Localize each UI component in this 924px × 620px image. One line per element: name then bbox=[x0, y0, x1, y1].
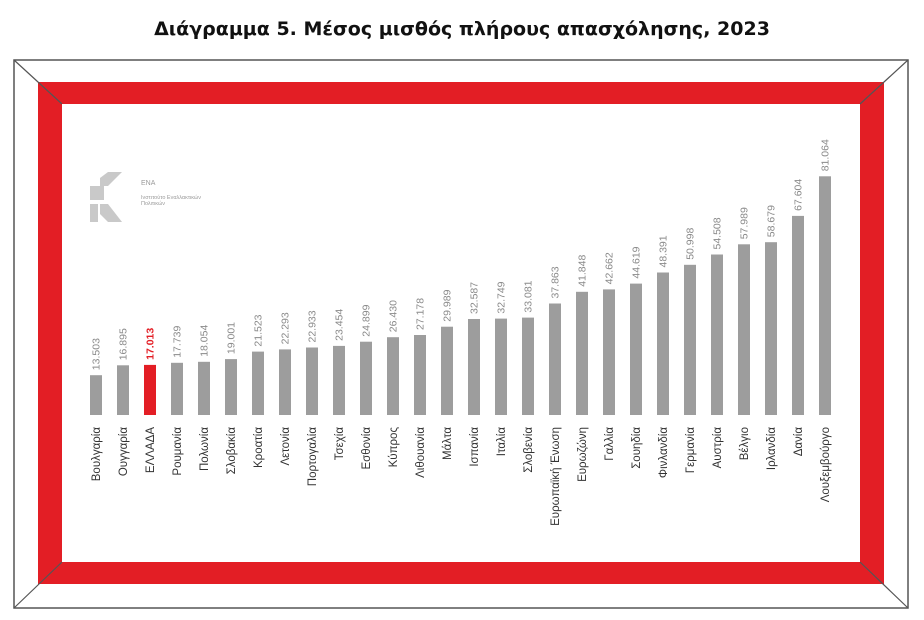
value-label-13: 27.178 bbox=[415, 298, 427, 330]
category-label-2: Ουγγαρία bbox=[118, 427, 130, 476]
category-label-27: Δανία bbox=[793, 427, 805, 457]
bar-15 bbox=[468, 319, 480, 415]
value-label-5: 18.054 bbox=[199, 325, 211, 357]
category-label-3: ΕΛΛΑΔΑ bbox=[145, 427, 157, 473]
bar-14 bbox=[441, 326, 453, 415]
category-label-8: Λετονία bbox=[280, 427, 292, 466]
category-label-6: Σλοβακία bbox=[226, 427, 238, 475]
category-label-9: Πορτογαλία bbox=[307, 427, 319, 487]
value-label-22: 48.391 bbox=[658, 235, 670, 267]
bar-13 bbox=[414, 335, 426, 415]
value-label-23: 50.998 bbox=[685, 228, 697, 260]
category-label-16: Ιταλία bbox=[496, 427, 508, 457]
bar-1 bbox=[90, 375, 102, 415]
value-label-11: 24.899 bbox=[361, 304, 373, 336]
corner-line-tr bbox=[859, 59, 909, 105]
bar-19 bbox=[576, 291, 588, 415]
category-label-13: Λιθουανία bbox=[415, 427, 427, 478]
bar-26 bbox=[765, 242, 777, 415]
corner-line-br bbox=[859, 561, 909, 609]
value-label-6: 19.001 bbox=[226, 322, 238, 354]
value-label-10: 23.454 bbox=[334, 309, 346, 341]
bar-11 bbox=[360, 341, 372, 415]
bar-7 bbox=[252, 351, 264, 415]
category-label-19: Ευρωζώνη bbox=[577, 427, 589, 482]
category-label-28: Λουξεμβούργο bbox=[820, 427, 832, 502]
bar-4 bbox=[171, 362, 183, 415]
value-label-3: 17.013 bbox=[145, 328, 157, 360]
bar-25 bbox=[738, 244, 750, 415]
bar-8 bbox=[279, 349, 291, 415]
category-label-4: Ρουμανία bbox=[172, 427, 184, 476]
category-label-24: Αυστρία bbox=[712, 427, 724, 469]
category-label-14: Μάλτα bbox=[442, 427, 454, 460]
bar-16 bbox=[495, 318, 507, 415]
value-label-21: 44.619 bbox=[631, 246, 643, 278]
bar-3 bbox=[144, 364, 156, 415]
category-label-18: Ευρωπαϊκή Ένωση bbox=[550, 427, 562, 526]
bar-27 bbox=[792, 215, 804, 415]
value-label-26: 58.679 bbox=[766, 205, 778, 237]
value-label-24: 54.508 bbox=[712, 217, 724, 249]
value-label-2: 16.895 bbox=[118, 328, 130, 360]
category-label-20: Γαλλία bbox=[604, 427, 616, 461]
category-label-10: Τσεχία bbox=[334, 427, 346, 461]
value-label-4: 17.739 bbox=[172, 326, 184, 358]
category-label-5: Πολωνία bbox=[199, 427, 211, 471]
category-label-1: Βουλγαρία bbox=[91, 427, 103, 482]
bar-24 bbox=[711, 254, 723, 415]
corner-line-bl bbox=[13, 561, 63, 609]
category-label-7: Κροατία bbox=[253, 427, 265, 468]
bar-10 bbox=[333, 345, 345, 415]
category-label-25: Βέλγιο bbox=[739, 427, 751, 460]
category-label-15: Ισπανία bbox=[469, 427, 481, 467]
bar-5 bbox=[198, 361, 210, 415]
bar-28 bbox=[819, 176, 831, 415]
category-label-12: Κύπρος bbox=[388, 427, 400, 468]
logo-subtitle: Ινστιτούτο Εναλλακτικών Πολιτικών bbox=[141, 195, 201, 207]
value-label-16: 32.749 bbox=[496, 281, 508, 313]
value-label-17: 33.081 bbox=[523, 280, 535, 312]
bar-2 bbox=[117, 365, 129, 415]
chart-panel bbox=[62, 104, 860, 562]
value-label-1: 13.503 bbox=[91, 338, 103, 370]
bar-6 bbox=[225, 359, 237, 415]
bar-12 bbox=[387, 337, 399, 415]
chart-title: Διάγραμμα 5. Μέσος μισθός πλήρους απασχό… bbox=[154, 18, 770, 40]
ena-logo-icon bbox=[90, 172, 122, 222]
logo-name: ΕΝΑ bbox=[141, 180, 156, 187]
value-label-27: 67.604 bbox=[793, 179, 805, 211]
category-label-11: Εσθονία bbox=[361, 427, 373, 470]
bar-17 bbox=[522, 317, 534, 415]
category-label-26: Ιρλανδία bbox=[766, 427, 778, 470]
value-label-28: 81.064 bbox=[820, 139, 832, 171]
value-label-7: 21.523 bbox=[253, 314, 265, 346]
bar-9 bbox=[306, 347, 318, 415]
bar-23 bbox=[684, 264, 696, 415]
value-label-19: 41.848 bbox=[577, 255, 589, 287]
category-label-21: Σουηδία bbox=[631, 427, 643, 469]
bar-18 bbox=[549, 303, 561, 415]
bar-21 bbox=[630, 283, 642, 415]
value-label-9: 22.933 bbox=[307, 310, 319, 342]
bar-20 bbox=[603, 289, 615, 415]
category-label-22: Φινλανδία bbox=[658, 427, 670, 478]
value-label-18: 37.863 bbox=[550, 266, 562, 298]
bars-group: 13.503 Βουλγαρία 16.895 Ουγγαρία 17.013 ΕΛΛΑΔ… bbox=[90, 139, 832, 526]
value-label-12: 26.430 bbox=[388, 300, 400, 332]
value-label-14: 29.989 bbox=[442, 289, 454, 321]
bar-22 bbox=[657, 272, 669, 415]
value-label-20: 42.662 bbox=[604, 252, 616, 284]
category-label-23: Γερμανία bbox=[685, 427, 697, 474]
value-label-25: 57.989 bbox=[739, 207, 751, 239]
value-label-8: 22.293 bbox=[280, 312, 292, 344]
category-label-17: Σλοβενία bbox=[523, 427, 535, 473]
corner-line-tl bbox=[13, 59, 63, 105]
value-label-15: 32.587 bbox=[469, 282, 481, 314]
